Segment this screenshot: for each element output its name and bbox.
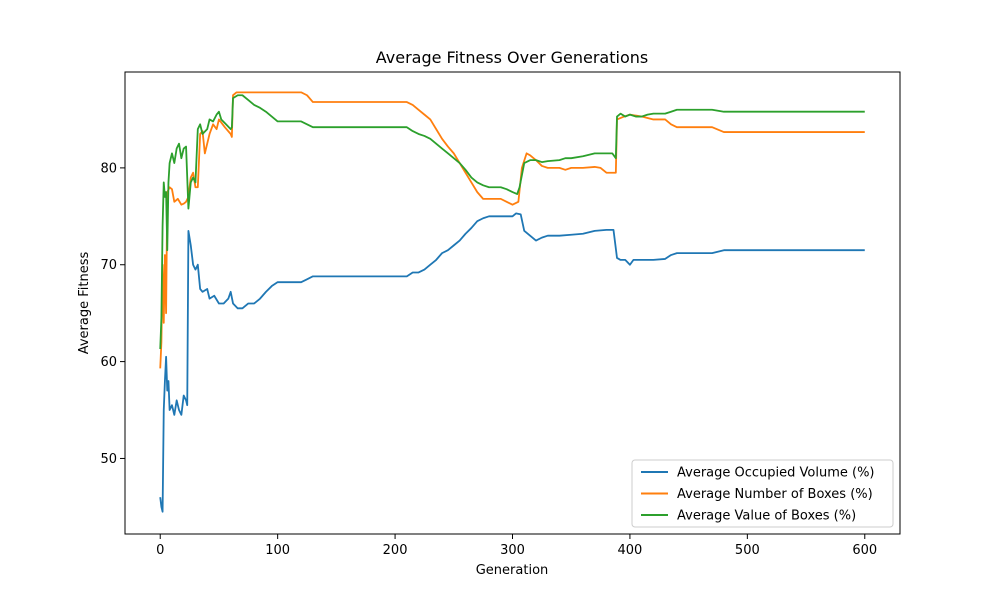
- legend: Average Occupied Volume (%) Average Numbe…: [631, 459, 894, 528]
- legend-label: Average Value of Boxes (%): [677, 509, 856, 524]
- series-line-3: [159, 94, 865, 350]
- y-tick-label: 80: [100, 161, 117, 176]
- legend-box: [631, 459, 894, 528]
- y-tick-label: 70: [100, 258, 117, 273]
- x-tick-label: 200: [383, 543, 408, 558]
- legend-label: Average Occupied Volume (%): [677, 466, 875, 481]
- legend-label: Average Number of Boxes (%): [677, 487, 873, 502]
- series-layer: [159, 91, 865, 513]
- x-tick-label: 500: [735, 543, 760, 558]
- y-tick-label: 60: [100, 355, 117, 370]
- chart-title: Average Fitness Over Generations: [376, 48, 648, 67]
- x-tick-label: 0: [156, 543, 164, 558]
- x-tick-label: 300: [500, 543, 525, 558]
- y-axis: 50 60 70 80: [100, 161, 125, 467]
- series-line-2: [159, 91, 865, 369]
- x-tick-label: 600: [852, 543, 877, 558]
- y-axis-label: Average Fitness: [77, 252, 92, 355]
- series-line-1: [159, 212, 865, 513]
- y-tick-label: 50: [100, 452, 117, 467]
- x-axis: 0 100 200 300 400 500 600: [156, 534, 877, 558]
- x-tick-label: 100: [265, 543, 290, 558]
- x-axis-label: Generation: [476, 563, 549, 578]
- x-tick-label: 400: [618, 543, 643, 558]
